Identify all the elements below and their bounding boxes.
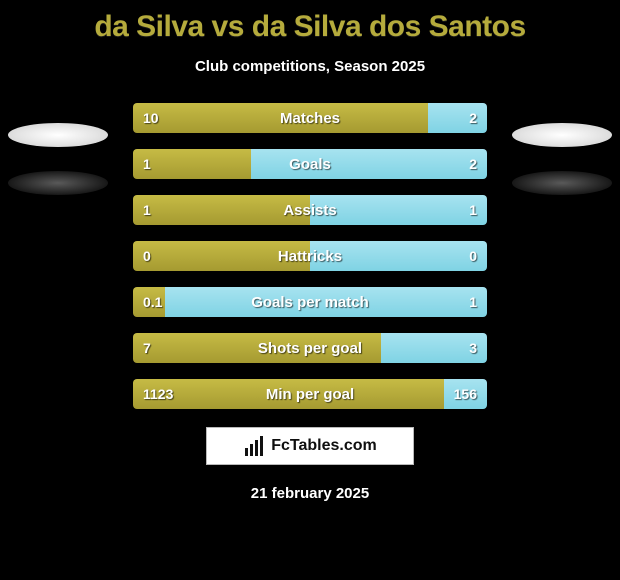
stat-row: 0.11Goals per match (133, 287, 487, 317)
avatar-ellipse (8, 123, 108, 147)
avatar-ellipse (512, 123, 612, 147)
comparison-chart: 102Matches 12Goals 11Assists 00Hattricks 0.1… (0, 103, 620, 409)
stat-label: Goals per match (133, 287, 487, 317)
player-avatar-left (8, 103, 108, 203)
stat-label: Matches (133, 103, 487, 133)
page-title: da Silva vs da Silva dos Santos (0, 0, 620, 44)
stat-row: 12Goals (133, 149, 487, 179)
stat-row: 1123156Min per goal (133, 379, 487, 409)
stat-row: 73Shots per goal (133, 333, 487, 363)
stat-label: Goals (133, 149, 487, 179)
avatar-shadow (512, 171, 612, 195)
stat-row: 11Assists (133, 195, 487, 225)
watermark-badge: FcTables.com (206, 427, 414, 465)
bars-icon (243, 434, 267, 458)
player-avatar-right (512, 103, 612, 203)
subtitle: Club competitions, Season 2025 (0, 58, 620, 75)
stat-label: Shots per goal (133, 333, 487, 363)
stat-label: Min per goal (133, 379, 487, 409)
avatar-shadow (8, 171, 108, 195)
stat-row: 00Hattricks (133, 241, 487, 271)
watermark-text: FcTables.com (271, 437, 377, 455)
stat-label: Hattricks (133, 241, 487, 271)
stat-row: 102Matches (133, 103, 487, 133)
stat-rows: 102Matches 12Goals 11Assists 00Hattricks 0.1… (133, 103, 487, 409)
stat-label: Assists (133, 195, 487, 225)
date-text: 21 february 2025 (0, 485, 620, 502)
